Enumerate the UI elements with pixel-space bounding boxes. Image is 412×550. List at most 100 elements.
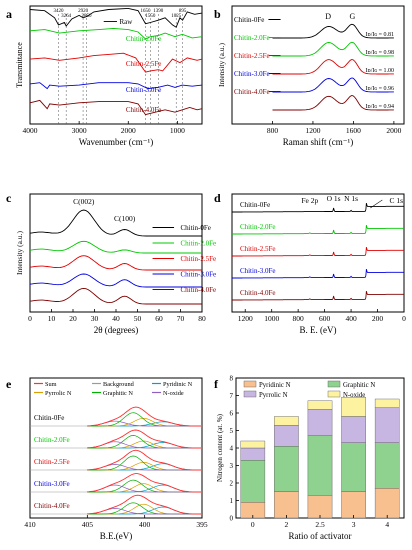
y-tick-label: 1 <box>230 497 234 505</box>
series-label-chitin-2-5fe: Chitin-2.5Fe <box>234 52 270 60</box>
series-line-chitin-2-5fe <box>29 52 203 73</box>
series-label-chitin-0fe: Chitin-0Fe <box>181 224 211 232</box>
series-label-chitin-2-5fe: Chitin-2.5Fe <box>181 255 217 263</box>
bar-pyrrolic-n <box>240 447 266 461</box>
series-label-chitin-3-0fe: Chitin-3.0Fe <box>240 267 276 275</box>
peak-label: 3420 <box>54 9 65 14</box>
x-axis-title: Ratio of activator <box>289 531 352 541</box>
series-line-chitin-4-0fe <box>29 287 202 305</box>
panel-a-xtick-label: 4000 <box>23 126 38 135</box>
annotation-arrow <box>370 199 383 209</box>
panel-d-xtick-label: 200 <box>372 314 384 323</box>
sum-line <box>87 494 201 515</box>
peak-label: 895 <box>179 9 187 14</box>
series-label-chitin-3-0fe: Chitin-3.0Fe <box>126 86 162 94</box>
series-line-raw <box>29 7 203 28</box>
y-tick-label: 0 <box>230 515 234 523</box>
bar-graphitic-n <box>274 446 299 492</box>
series-line-chitin-2-5fe <box>29 255 202 271</box>
component-graphitic <box>87 412 201 427</box>
panel-a-frame <box>29 5 203 125</box>
component-graphitic <box>87 479 201 493</box>
panel-c: Chitin-0Fe Chitin-2.0Fe Chitin-2.5Fe Chitin… <box>6 191 216 335</box>
bar-pyrrolic-n <box>374 407 400 443</box>
panel-b-xtick-label: 800 <box>267 126 279 135</box>
panel-b-xtick-label: 1200 <box>305 126 320 135</box>
series-label-chitin-2-5fe: Chitin-2.5Fe <box>126 60 162 68</box>
panel-e-xtick-label: 405 <box>82 520 94 529</box>
peak-annotation: C(002) <box>73 197 95 206</box>
panel-d-xtick-label: 800 <box>293 314 305 323</box>
legend-swatch <box>243 390 257 398</box>
series-label-chitin-2-0fe: Chitin-2.0Fe <box>126 35 162 43</box>
panel-c-xtick-label: 10 <box>48 314 56 323</box>
bar-pyridinic-n <box>374 488 400 519</box>
panel-a: 34203264292028501650155013901025895RawCh… <box>6 5 203 147</box>
sum-line <box>87 473 201 493</box>
x-tick-label: 0 <box>251 520 255 529</box>
series-label-chitin-2-0fe: Chitin-2.0Fe <box>240 223 276 231</box>
series-line-chitin-2-0fe <box>232 224 404 235</box>
series-label-chitin-2-0fe: Chitin-2.0Fe <box>181 240 217 248</box>
component-graphitic <box>87 455 201 471</box>
panel-b-frame <box>231 5 405 125</box>
x-tick-label: 2 <box>285 520 289 529</box>
y-tick-label: 3 <box>230 462 234 470</box>
series-label-chitin-4-0fe: Chitin-4.0Fe <box>240 289 276 297</box>
y-axis-title: Intensity (a.u.) <box>217 43 226 87</box>
panel-b-xtick-label: 1600 <box>346 126 361 135</box>
legend-label-n-oxide: N-oxide <box>163 390 184 397</box>
series-line-chitin-2-0fe <box>29 27 203 40</box>
panel-c-xtick-label: 80 <box>198 314 206 323</box>
peak-label: 1550 <box>145 14 156 19</box>
legend-label-pyrrolic-n: Pyrrolic N <box>259 392 288 399</box>
panel-c-xtick-label: 30 <box>91 314 99 323</box>
bar-n-oxide <box>240 440 266 449</box>
x-axis-title: B. E. (eV) <box>300 325 337 335</box>
y-tick-label: 8 <box>230 375 234 383</box>
series-label-chitin-3-0fe: Chitin-3.0Fe <box>181 271 217 279</box>
panel-d-xtick-label: 400 <box>345 314 357 323</box>
series-line-chitin-4-0fe <box>232 290 404 301</box>
panel-letter: f <box>214 377 219 391</box>
panel-c-xtick-label: 40 <box>112 314 120 323</box>
band-label: G <box>350 12 356 21</box>
ratio-label: Iᴅ/Iɢ = 1.00 <box>366 68 394 74</box>
x-tick-label: 4 <box>385 520 389 529</box>
series-line-chitin-4-0fe <box>29 99 203 116</box>
peak-annotation: C(100) <box>114 214 136 223</box>
legend-label-graphitic-n: Graphitic N <box>103 390 133 397</box>
bar-pyrrolic-n <box>341 416 366 443</box>
panel-letter: a <box>6 7 12 21</box>
y-tick-label: 2 <box>230 480 234 488</box>
panel-e-xtick-label: 395 <box>196 520 208 529</box>
series-line-chitin-4-0fe <box>272 95 394 111</box>
bar-graphitic-n <box>307 435 333 496</box>
peak-annotation: N 1s <box>344 194 358 203</box>
panel-d-xtick-label: 1000 <box>264 314 279 323</box>
band-label: D <box>325 12 331 21</box>
bar-pyrrolic-n <box>307 409 333 436</box>
sum-line <box>87 429 201 449</box>
x-axis-title: 2θ (degrees) <box>94 325 139 335</box>
bar-pyrrolic-n <box>274 425 299 447</box>
legend-label-graphitic-n: Graphitic N <box>343 382 375 389</box>
series-label-chitin-3-0fe: Chitin-3.0Fe <box>34 480 70 488</box>
legend-swatch <box>243 380 257 388</box>
peak-annotation: C 1s <box>390 196 404 205</box>
y-axis-title: Nitrogen content (at. %) <box>216 413 224 482</box>
series-line-chitin-0fe <box>272 23 394 39</box>
y-tick-label: 6 <box>230 410 234 418</box>
panel-letter: c <box>6 191 12 205</box>
panel-c-xtick-label: 70 <box>177 314 185 323</box>
y-tick-label: 5 <box>230 427 234 435</box>
y-tick-label: 7 <box>230 392 234 400</box>
series-label-chitin-4-0fe: Chitin-4.0Fe <box>234 88 270 96</box>
ratio-label: Iᴅ/Iɢ = 0.98 <box>366 50 394 56</box>
peak-label: 2920 <box>78 9 89 14</box>
panel-letter: e <box>6 377 12 391</box>
series-label-chitin-2-5fe: Chitin-2.5Fe <box>240 245 276 253</box>
peak-annotation: O 1s <box>327 194 341 203</box>
x-tick-label: 2.5 <box>315 520 325 529</box>
series-line-chitin-0fe <box>29 209 202 237</box>
